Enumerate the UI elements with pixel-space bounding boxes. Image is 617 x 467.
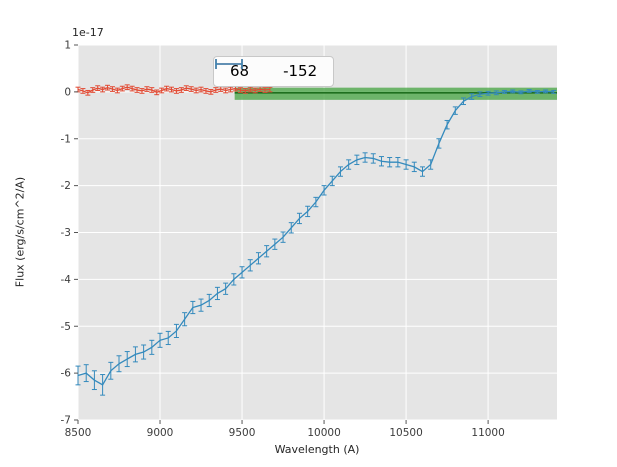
x-axis-label: Wavelength (A) [274,443,360,456]
legend-entry-blue: -152 [215,59,318,80]
y-tick-label: -4 [61,274,72,286]
y-tick-label: -5 [61,321,71,333]
legend-label-blue: -152 [283,62,318,80]
x-tick-label: 9000 [147,427,174,439]
y-tick-label: -6 [61,368,72,380]
tick-marks [74,44,489,424]
x-tick-labels: 8500 9000 9500 10000 10500 11000 [65,427,505,439]
y-tick-label: -7 [61,415,71,427]
y-tick-labels: -7 -6 -5 -4 -3 -2 -1 0 1 [61,40,72,427]
x-tick-label: 11000 [471,427,504,439]
x-tick-label: 9500 [229,427,256,439]
legend-label-red: 68 [230,62,250,80]
legend: 68 -152 [213,56,335,87]
x-tick-label: 10000 [307,427,340,439]
y-tick-label: -3 [61,227,71,239]
y-tick-label: -1 [61,133,71,145]
y-axis-label: Flux (erg/s/cm^2/A) [13,176,27,288]
highlight-band [234,87,557,100]
x-tick-label: 10500 [389,427,422,439]
y-axis-offset-label: 1e-17 [72,26,104,39]
y-tick-label: 0 [64,86,71,98]
y-tick-label: 1 [64,40,71,52]
errorbar-glyph-blue-icon [215,59,243,69]
series-blue [75,89,557,396]
y-tick-label: -2 [61,180,71,192]
x-tick-label: 8500 [65,427,92,439]
